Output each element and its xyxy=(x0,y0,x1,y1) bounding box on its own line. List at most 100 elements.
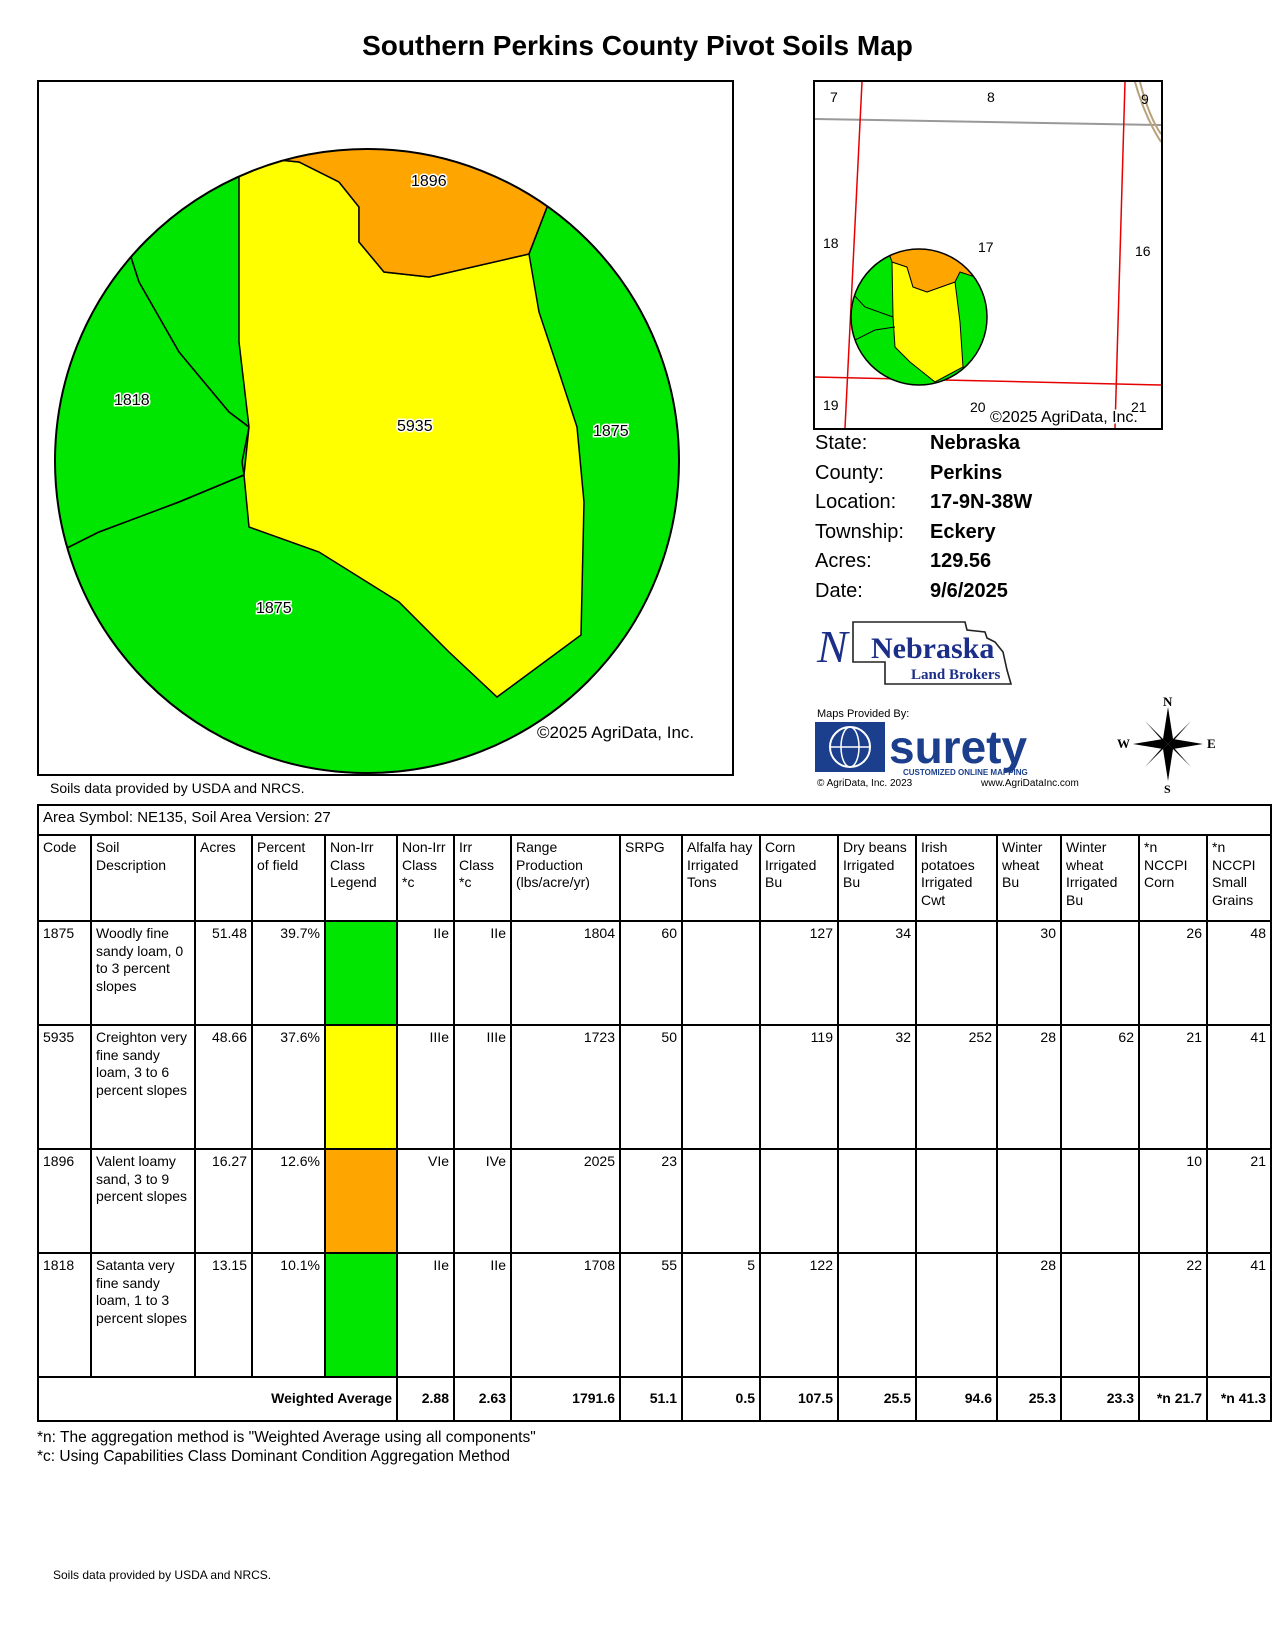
info-acres: Acres: 129.56 xyxy=(815,550,992,572)
compass-east: E xyxy=(1207,736,1216,751)
cell-range: 2025 xyxy=(510,1148,621,1254)
table-row: 1896 Valent loamy sand, 3 to 9 percent sl… xyxy=(37,1148,1272,1254)
surety-text: surety xyxy=(889,721,1027,773)
cell-corn: 127 xyxy=(759,920,839,1026)
col-winter-wheat-irr: Winter wheat Irrigated Bu xyxy=(1060,834,1140,922)
col-alfalfa: Alfalfa hay Irrigated Tons xyxy=(681,834,761,922)
section-line-east xyxy=(1114,82,1126,428)
soil-label-1896: 1896 xyxy=(411,173,447,190)
section-16: 16 xyxy=(1135,243,1151,259)
cell-code: 1818 xyxy=(37,1252,92,1378)
locator-map[interactable]: 7 8 9 18 17 16 19 20 21 ©2025 AgriData, … xyxy=(813,80,1163,430)
agridata-url: www.AgriDataInc.com xyxy=(980,778,1079,789)
cell-corn xyxy=(759,1148,839,1254)
cell-wheat-irr xyxy=(1060,1148,1140,1254)
cell-potatoes xyxy=(915,920,998,1026)
col-range-production: Range Production (lbs/acre/yr) xyxy=(510,834,621,922)
cell-irr: IVe xyxy=(453,1148,512,1254)
cell-pct: 39.7% xyxy=(251,920,326,1026)
pivot-circle xyxy=(54,148,680,774)
info-state: State: Nebraska xyxy=(815,432,1021,454)
locator-map-svg: 7 8 9 18 17 16 19 20 21 ©2025 AgriData, … xyxy=(815,82,1161,428)
compass-north: N xyxy=(1163,695,1173,709)
cell-nonirr: VIe xyxy=(396,1148,455,1254)
cell-alfalfa xyxy=(681,1148,761,1254)
col-srpg: SRPG xyxy=(619,834,683,922)
cell-srpg: 55 xyxy=(619,1252,683,1378)
cell-nccpi-sg: 48 xyxy=(1206,920,1272,1026)
cell-srpg: 60 xyxy=(619,920,683,1026)
river-line xyxy=(1134,82,1161,143)
property-info: State: Nebraska County: Perkins Location: 1… xyxy=(815,432,1032,609)
soil-boundary-west xyxy=(118,219,250,428)
section-17: 17 xyxy=(978,239,994,255)
soils-map-svg: 1896 1818 5935 1875 1875 ©2025 AgriData,… xyxy=(54,148,696,774)
section-19: 19 xyxy=(823,397,839,413)
compass-rose-icon: N S W E xyxy=(1115,694,1221,798)
note-aggregation: *n: The aggregation method is "Weighted … xyxy=(37,1429,536,1446)
col-irish-potatoes: Irish potatoes Irrigated Cwt xyxy=(915,834,998,922)
cell-pct: 10.1% xyxy=(251,1252,326,1378)
cell-beans xyxy=(837,1148,917,1254)
cell-wheat xyxy=(996,1148,1062,1254)
cell-nonirr: IIIe xyxy=(396,1024,455,1150)
cell-nccpi-corn: 10 xyxy=(1138,1148,1208,1254)
table-row: 1875 Woodly fine sandy loam, 0 to 3 perce… xyxy=(37,920,1272,1026)
cell-code: 1896 xyxy=(37,1148,92,1254)
cell-desc: Creighton very fine sandy loam, 3 to 6 p… xyxy=(90,1024,196,1150)
locator-copyright: ©2025 AgriData, Inc. xyxy=(990,409,1138,426)
soil-label-1875-east: 1875 xyxy=(593,423,629,440)
cell-srpg: 23 xyxy=(619,1148,683,1254)
section-9: 9 xyxy=(1141,91,1149,107)
info-date: Date: 9/6/2025 xyxy=(815,579,1008,602)
cell-wheat-irr xyxy=(1060,1252,1140,1378)
note-capabilities: *c: Using Capabilities Class Dominant Co… xyxy=(37,1448,511,1465)
soil-label-1818: 1818 xyxy=(114,392,150,409)
section-21: 21 xyxy=(1131,399,1147,415)
info-township: Township: Eckery xyxy=(815,520,996,543)
col-dry-beans: Dry beans Irrigated Bu xyxy=(837,834,917,922)
cell-beans: 32 xyxy=(837,1024,917,1150)
area-symbol-header: Area Symbol: NE135, Soil Area Version: 2… xyxy=(37,804,1272,836)
maps-provided-by: Maps Provided By: xyxy=(817,708,909,720)
col-corn: Corn Irrigated Bu xyxy=(759,834,839,922)
cell-irr: IIe xyxy=(453,1252,512,1378)
cell-nccpi-sg: 41 xyxy=(1206,1024,1272,1150)
nlb-sub-text: Land Brokers xyxy=(911,667,1000,683)
weighted-average-label: Weighted Average xyxy=(37,1376,398,1422)
road-line xyxy=(815,118,1161,126)
col-irr-class: Irr Class *c xyxy=(453,834,512,922)
soil-boundary-south xyxy=(55,474,245,563)
cell-wheat: 30 xyxy=(996,920,1062,1026)
col-soil-description: Soil Description xyxy=(90,834,196,922)
cell-code: 1875 xyxy=(37,920,92,1026)
cell-pct: 12.6% xyxy=(251,1148,326,1254)
cell-beans xyxy=(837,1252,917,1378)
col-percent: Percent of field xyxy=(251,834,326,922)
weighted-average-row: Weighted Average 2.88 2.63 1791.6 51.1 0… xyxy=(37,1376,1272,1422)
soils-data-credit: Soils data provided by USDA and NRCS. xyxy=(50,780,305,796)
surety-tagline: CUSTOMIZED ONLINE MAPPING xyxy=(903,768,1028,777)
col-nonirr-class: Non-Irr Class *c xyxy=(396,834,455,922)
cell-alfalfa xyxy=(681,1024,761,1150)
cell-desc: Valent loamy sand, 3 to 9 percent slopes xyxy=(90,1148,196,1254)
soil-label-5935: 5935 xyxy=(397,418,433,435)
cell-range: 1708 xyxy=(510,1252,621,1378)
section-line-south xyxy=(815,376,1161,386)
section-8: 8 xyxy=(987,89,995,105)
cell-beans: 34 xyxy=(837,920,917,1026)
cell-nonirr: IIe xyxy=(396,920,455,1026)
cell-wheat-irr xyxy=(1060,920,1140,1026)
soils-map[interactable]: 1896 1818 5935 1875 1875 ©2025 AgriData,… xyxy=(37,80,734,776)
cell-srpg: 50 xyxy=(619,1024,683,1150)
cell-nccpi-sg: 21 xyxy=(1206,1148,1272,1254)
cell-corn: 119 xyxy=(759,1024,839,1150)
cell-irr: IIe xyxy=(453,920,512,1026)
col-legend: Non-Irr Class Legend xyxy=(324,834,398,922)
col-winter-wheat: Winter wheat Bu xyxy=(996,834,1062,922)
col-nccpi-small-grains: *n NCCPI Small Grains xyxy=(1206,834,1272,922)
cell-irr: IIIe xyxy=(453,1024,512,1150)
soil-legend-swatch xyxy=(324,920,398,1026)
river-line-2 xyxy=(1139,82,1161,135)
cell-potatoes xyxy=(915,1252,998,1378)
